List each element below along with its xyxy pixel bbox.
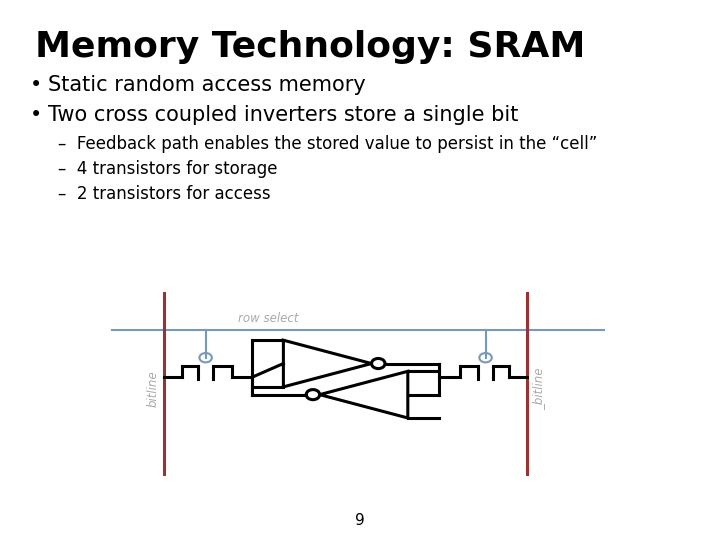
Text: 9: 9 [355,513,365,528]
Text: _bitline: _bitline [532,368,545,410]
Text: Memory Technology: SRAM: Memory Technology: SRAM [35,30,585,64]
Text: •: • [30,105,42,125]
Text: Static random access memory: Static random access memory [48,75,366,95]
Text: •: • [30,75,42,95]
Text: row select: row select [238,312,298,325]
Text: –  4 transistors for storage: – 4 transistors for storage [58,160,277,178]
Text: Two cross coupled inverters store a single bit: Two cross coupled inverters store a sing… [48,105,518,125]
Text: –  Feedback path enables the stored value to persist in the “cell”: – Feedback path enables the stored value… [58,135,598,153]
Text: bitline: bitline [146,370,159,407]
Text: –  2 transistors for access: – 2 transistors for access [58,185,271,203]
